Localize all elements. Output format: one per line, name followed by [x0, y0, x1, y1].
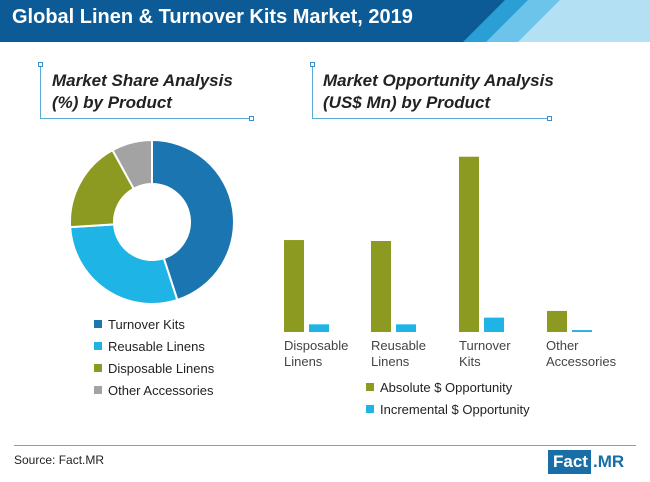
legend-swatch-reusable-linens — [94, 342, 102, 350]
legend-swatch-incremental-opportunity — [366, 405, 374, 413]
bar-category-line: Kits — [459, 354, 481, 369]
bar-reusable-linens-absolute-opportunity — [371, 241, 391, 332]
bar-disposable-linens-incremental-opportunity — [309, 324, 329, 332]
bar-legend: Absolute $ Opportunity Incremental $ Opp… — [366, 376, 530, 420]
bar-legend-item: Incremental $ Opportunity — [366, 398, 530, 420]
legend-label-disposable-linens: Disposable Linens — [108, 360, 215, 376]
bar-category-label-turnover-kits: Turnover Kits — [459, 338, 549, 370]
bar-title-frame-dot-top — [310, 62, 315, 67]
donut-slice-turnover-kits — [151, 138, 235, 302]
bar-other-accessories-incremental-opportunity — [572, 330, 592, 332]
bar-category-line: Reusable — [371, 338, 426, 353]
logo-mr-text: .MR — [590, 450, 629, 474]
header-decoration — [0, 0, 650, 42]
pie-title-frame-dot-right — [249, 116, 254, 121]
bar-legend-item: Absolute $ Opportunity — [366, 376, 530, 398]
bar-reusable-linens-incremental-opportunity — [396, 324, 416, 332]
pie-section-title: Market Share Analysis (%) by Product — [52, 70, 233, 114]
legend-label-other-accessories: Other Accessories — [108, 382, 214, 398]
pie-legend: Turnover Kits Reusable Linens Disposable… — [94, 313, 214, 401]
footer-divider — [14, 445, 636, 446]
bar-category-line: Linens — [284, 354, 323, 369]
donut-slice-other-accessories — [111, 138, 153, 191]
pie-title-line-2: (%) by Product — [52, 93, 172, 112]
header-band — [0, 0, 505, 42]
pie-legend-item: Disposable Linens — [94, 357, 214, 379]
bar-title-frame-left — [312, 64, 313, 118]
legend-swatch-disposable-linens — [94, 364, 102, 372]
bar-category-label-reusable-linens: Reusable Linens — [371, 338, 461, 370]
bar-section-title: Market Opportunity Analysis (US$ Mn) by … — [323, 70, 554, 114]
factmr-logo: Fact .MR — [548, 450, 629, 474]
bar-title-line-1: Market Opportunity Analysis — [323, 71, 554, 90]
legend-label-absolute-opportunity: Absolute $ Opportunity — [380, 379, 513, 395]
bar-chart — [284, 156, 592, 332]
pie-title-frame-bottom — [40, 118, 251, 119]
legend-label-reusable-linens: Reusable Linens — [108, 338, 205, 354]
bar-title-frame-dot-right — [547, 116, 552, 121]
logo-fact-text: Fact — [548, 450, 591, 474]
bar-category-label-other-accessories: Other Accessories — [546, 338, 636, 370]
bar-other-accessories-absolute-opportunity — [547, 310, 567, 332]
donut-chart — [69, 138, 235, 305]
bar-category-line: Accessories — [546, 354, 617, 369]
pie-legend-item: Turnover Kits — [94, 313, 214, 335]
legend-swatch-turnover-kits — [94, 320, 102, 328]
bar-title-line-2: (US$ Mn) by Product — [323, 93, 491, 112]
pie-legend-item: Other Accessories — [94, 379, 214, 401]
bar-disposable-linens-absolute-opportunity — [284, 240, 304, 332]
pie-title-frame-dot-top — [38, 62, 43, 67]
bar-category-line: Disposable — [284, 338, 349, 353]
header-banner: Global Linen & Turnover Kits Market, 201… — [0, 0, 650, 42]
legend-swatch-absolute-opportunity — [366, 383, 374, 391]
bar-category-line: Linens — [371, 354, 410, 369]
pie-title-line-1: Market Share Analysis — [52, 71, 233, 90]
bar-turnover-kits-incremental-opportunity — [484, 317, 504, 332]
source-note: Source: Fact.MR — [14, 453, 105, 467]
pie-title-frame-left — [40, 64, 41, 118]
bar-title-frame-bottom — [312, 118, 549, 119]
pie-legend-item: Reusable Linens — [94, 335, 214, 357]
bar-category-line: Turnover — [459, 338, 511, 353]
bar-turnover-kits-absolute-opportunity — [459, 156, 479, 332]
bar-category-line: Other — [546, 338, 579, 353]
legend-swatch-other-accessories — [94, 386, 102, 394]
legend-label-turnover-kits: Turnover Kits — [108, 316, 185, 332]
page-title: Global Linen & Turnover Kits Market, 201… — [12, 6, 413, 28]
legend-label-incremental-opportunity: Incremental $ Opportunity — [380, 401, 530, 417]
donut-slice-reusable-linens — [69, 223, 179, 305]
bar-category-label-disposable-linens: Disposable Linens — [284, 338, 374, 370]
